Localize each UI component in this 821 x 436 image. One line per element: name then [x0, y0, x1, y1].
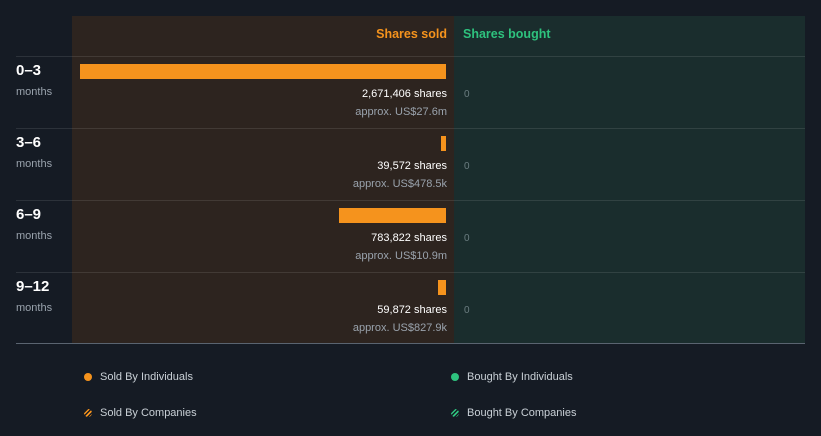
shares-bought-value: 0	[464, 161, 470, 172]
row-divider	[16, 200, 805, 201]
period-label: 3–6	[16, 134, 42, 151]
row-divider	[16, 56, 805, 57]
hatched-dot-icon	[451, 409, 459, 417]
legend-label: Bought By Companies	[467, 407, 577, 419]
dot-icon	[451, 373, 459, 381]
shares-sold-value: 59,872 shares	[377, 304, 447, 316]
sold-bar	[339, 208, 446, 223]
shares-sold-usd: approx. US$827.9k	[352, 322, 447, 334]
sold-bar	[80, 64, 446, 79]
shares-bought-value: 0	[464, 233, 470, 244]
period-label: 6–9	[16, 206, 42, 223]
legend-label: Bought By Individuals	[467, 371, 573, 383]
dot-icon	[84, 373, 92, 381]
sold-bar	[438, 280, 446, 295]
shares-sold-value: 2,671,406 shares	[361, 88, 447, 100]
row-divider	[16, 272, 805, 273]
sold-bar	[441, 136, 446, 151]
shares-sold-usd: approx. US$27.6m	[355, 106, 447, 118]
period-unit: months	[16, 158, 53, 170]
period-unit: months	[16, 230, 53, 242]
period-unit: months	[16, 302, 53, 314]
chart-baseline	[16, 343, 805, 344]
shares-bought-value: 0	[464, 305, 470, 316]
period-row: 0–3 months 2,671,406 shares approx. US$2…	[0, 56, 821, 128]
shares-sold-header: Shares sold	[376, 27, 447, 41]
period-label: 0–3	[16, 62, 42, 79]
shares-sold-value: 783,822 shares	[371, 232, 447, 244]
period-row: 6–9 months 783,822 shares approx. US$10.…	[0, 200, 821, 272]
period-row: 3–6 months 39,572 shares approx. US$478.…	[0, 128, 821, 200]
hatched-dot-icon	[84, 409, 92, 417]
shares-sold-usd: approx. US$10.9m	[355, 250, 447, 262]
shares-sold-usd: approx. US$478.5k	[352, 178, 447, 190]
shares-sold-value: 39,572 shares	[377, 160, 447, 172]
period-unit: months	[16, 86, 53, 98]
legend-label: Sold By Companies	[100, 407, 197, 419]
shares-bought-value: 0	[464, 89, 470, 100]
period-row: 9–12 months 59,872 shares approx. US$827…	[0, 272, 821, 344]
shares-bought-panel	[454, 16, 805, 343]
period-label: 9–12	[16, 278, 50, 295]
legend-label: Sold By Individuals	[100, 371, 193, 383]
row-divider	[16, 128, 805, 129]
shares-bought-header: Shares bought	[463, 27, 551, 41]
